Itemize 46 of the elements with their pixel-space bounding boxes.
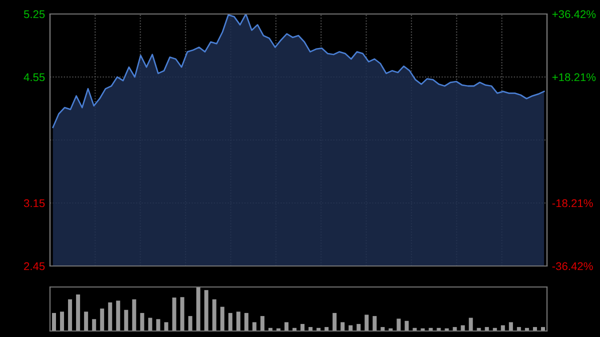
- bar: [108, 302, 112, 331]
- bar: [116, 300, 120, 331]
- bar: [364, 314, 369, 331]
- bar: [76, 294, 80, 331]
- bar: [196, 287, 200, 331]
- bar: [468, 318, 473, 331]
- bar: [124, 310, 128, 331]
- y-tick-label: 4.55: [24, 73, 45, 82]
- bar: [356, 324, 361, 331]
- bar: [228, 312, 232, 331]
- y2-tick-label: +18.21%: [552, 73, 596, 82]
- bar: [284, 322, 288, 331]
- bar: [332, 312, 337, 331]
- bar: [156, 319, 160, 331]
- bar: [396, 318, 401, 331]
- bar: [260, 316, 264, 331]
- bar: [508, 322, 513, 331]
- bar: [236, 312, 240, 331]
- bar: [60, 312, 64, 331]
- bar: [52, 312, 56, 331]
- y2-tick-label: -36.42%: [552, 262, 593, 270]
- bar: [188, 316, 192, 331]
- bar: [132, 299, 136, 331]
- bar: [220, 306, 224, 331]
- y-tick-label: 5.25: [24, 10, 45, 18]
- bar: [84, 312, 88, 331]
- bar: [372, 316, 377, 331]
- bar: [212, 299, 216, 331]
- bar: [172, 298, 176, 331]
- bar: [100, 308, 104, 331]
- bar: [148, 318, 152, 331]
- y-tick-label: 2.45: [24, 262, 45, 270]
- bar: [140, 312, 144, 331]
- bar: [92, 319, 96, 331]
- bar: [404, 320, 409, 331]
- bar: [252, 322, 256, 331]
- y2-tick-label: -18.21%: [552, 199, 593, 208]
- y2-tick-label: +36.42%: [552, 10, 596, 18]
- bar: [68, 299, 72, 331]
- bar: [180, 297, 184, 331]
- bar: [340, 322, 345, 331]
- bar: [204, 290, 208, 331]
- bar: [164, 322, 168, 331]
- y-tick-label: 3.15: [24, 199, 45, 208]
- bar: [244, 312, 248, 331]
- bar: [300, 324, 305, 331]
